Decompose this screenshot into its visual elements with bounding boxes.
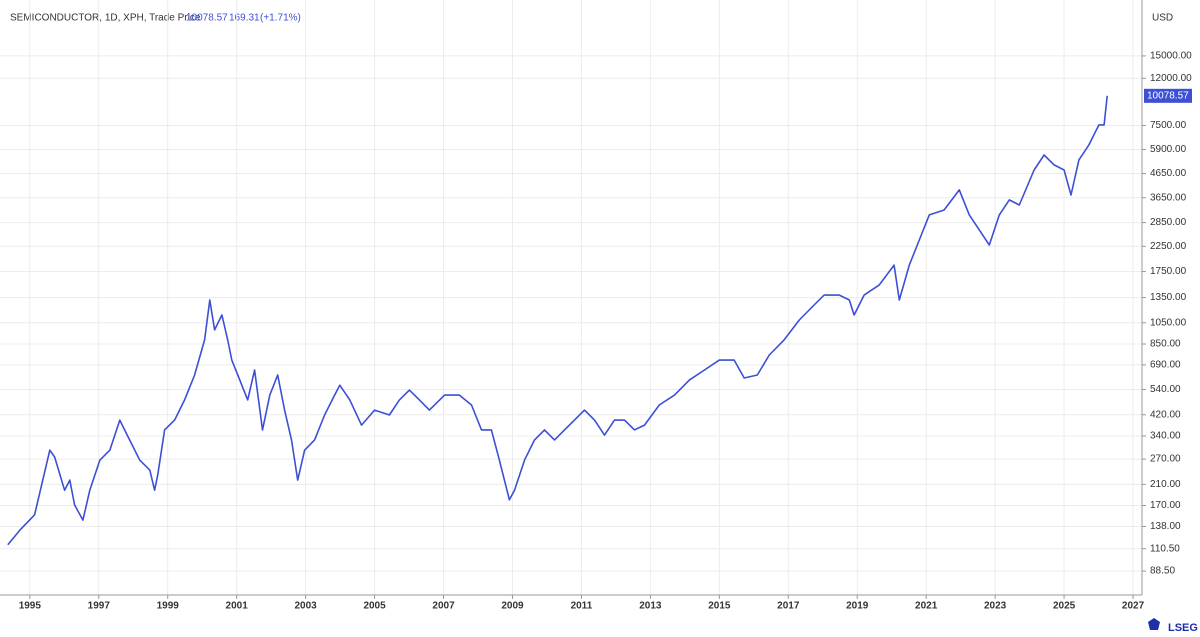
y-tick-label: 270.00	[1150, 454, 1181, 465]
y-tick-label: 1350.00	[1150, 292, 1187, 303]
x-tick-label: 2013	[639, 601, 662, 612]
y-tick-label: 7500.00	[1150, 120, 1187, 131]
y-tick-label: 540.00	[1150, 384, 1181, 395]
price-line	[7, 95, 1108, 546]
y-tick-label: 340.00	[1150, 431, 1181, 442]
x-tick-label: 1995	[19, 601, 42, 612]
x-tick-label: 2027	[1122, 601, 1145, 612]
change-pct: (+1.71%)	[260, 13, 301, 24]
chart-title: SEMICONDUCTOR, 1D, XPH, Trade Price	[10, 13, 201, 24]
y-tick-label: 850.00	[1150, 339, 1181, 350]
y-tick-label: 110.50	[1150, 543, 1180, 554]
brand-icon	[1148, 618, 1160, 630]
y-tick-label: 2250.00	[1150, 241, 1187, 252]
x-tick-label: 2023	[984, 601, 1007, 612]
y-tick-label: 5900.00	[1150, 144, 1187, 155]
x-tick-label: 2003	[295, 601, 318, 612]
y-tick-label: 2850.00	[1150, 217, 1187, 228]
price-tag-label: 10078.57	[1147, 90, 1189, 101]
x-tick-label: 2001	[226, 601, 249, 612]
y-tick-label: 3650.00	[1150, 192, 1187, 203]
y-tick-label: 210.00	[1150, 479, 1181, 490]
y-tick-label: 1050.00	[1150, 317, 1187, 328]
y-tick-label: 15000.00	[1150, 51, 1192, 62]
last-price: 10078.57	[186, 13, 228, 24]
x-tick-label: 2009	[501, 601, 524, 612]
y-tick-label: 420.00	[1150, 409, 1181, 420]
y-unit: USD	[1152, 13, 1173, 24]
y-tick-label: 4650.00	[1150, 168, 1187, 179]
y-tick-label: 1750.00	[1150, 266, 1187, 277]
x-tick-label: 2019	[846, 601, 869, 612]
y-tick-label: 12000.00	[1150, 73, 1192, 84]
x-tick-label: 2015	[708, 601, 731, 612]
x-tick-label: 2025	[1053, 601, 1076, 612]
y-tick-label: 690.00	[1150, 360, 1181, 371]
y-tick-label: 138.00	[1150, 521, 1181, 532]
price-tag	[1144, 88, 1192, 103]
x-tick-label: 1997	[88, 601, 111, 612]
y-tick-label: 170.00	[1150, 500, 1181, 511]
x-tick-label: 2017	[777, 601, 800, 612]
brand: LSEG	[1168, 622, 1198, 634]
x-tick-label: 2005	[363, 601, 386, 612]
x-tick-label: 2021	[915, 601, 938, 612]
x-tick-label: 2011	[571, 601, 593, 612]
y-tick-label: 88.50	[1150, 566, 1175, 577]
change: 169.31	[229, 13, 260, 24]
x-tick-label: 1999	[157, 601, 180, 612]
x-tick-label: 2007	[432, 601, 455, 612]
